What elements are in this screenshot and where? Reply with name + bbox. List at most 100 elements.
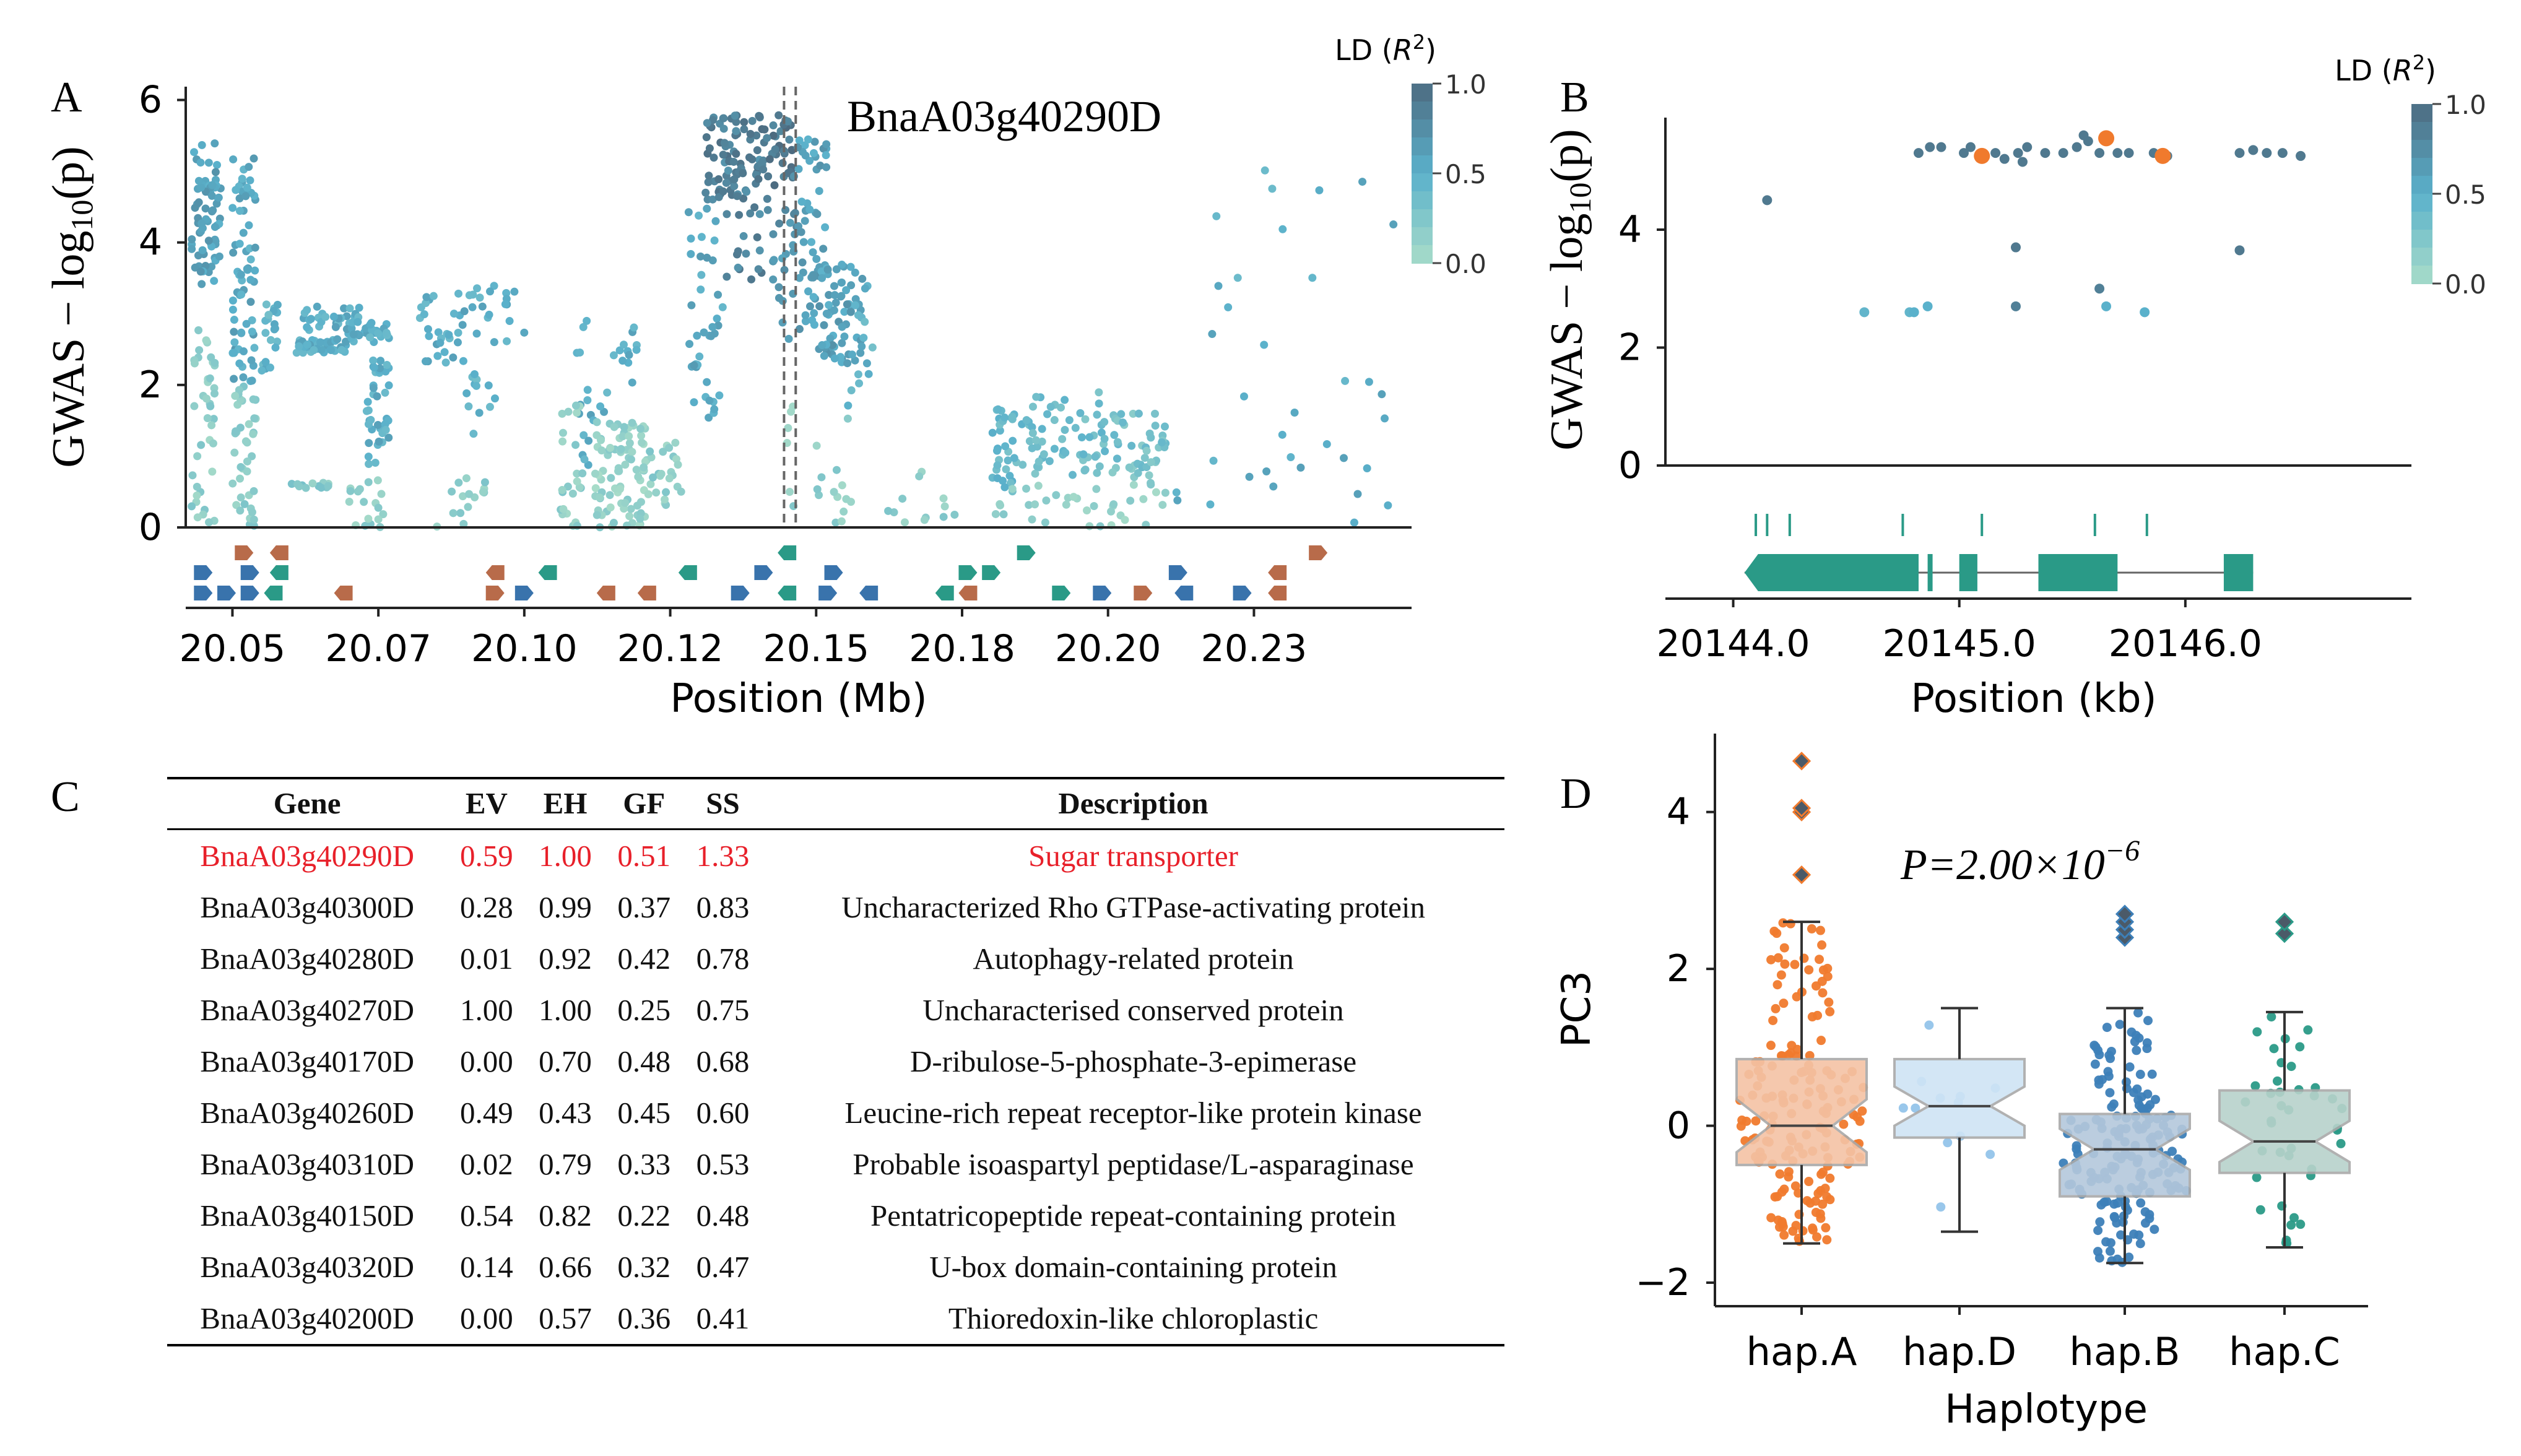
- swarm-point: [1779, 999, 1789, 1008]
- gwas-point: [563, 482, 572, 491]
- gwas-point: [868, 343, 877, 352]
- gwas-point: [193, 492, 201, 500]
- panel-d-y-label: PC3: [1554, 971, 1600, 1047]
- gwas-point: [422, 293, 431, 301]
- panel-a-y-label-sub: 10: [64, 200, 99, 231]
- ld-legend-colorbar-segment: [2411, 158, 2432, 176]
- ld-legend-colorbar-segment: [2411, 194, 2432, 212]
- ld-legend-colorbar-segment: [2411, 230, 2432, 248]
- gwas-point: [797, 197, 806, 206]
- cell-gene: BnaA03g40170D: [200, 1044, 414, 1078]
- gwas-point: [1002, 465, 1010, 474]
- header-ev: EV: [447, 777, 526, 830]
- gwas-point: [583, 396, 592, 405]
- swarm-point: [2094, 1079, 2104, 1089]
- cell-eh: 0.70: [539, 1044, 592, 1078]
- gwas-point: [1209, 456, 1218, 465]
- gwas-point: [383, 360, 391, 369]
- gwas-point: [210, 389, 219, 398]
- gwas-point: [454, 479, 463, 487]
- cell-description: Sugar transporter: [1028, 839, 1238, 873]
- gwas-point: [1909, 307, 1919, 318]
- gwas-point: [1134, 409, 1143, 418]
- gwas-point: [249, 154, 258, 163]
- panel-a-lead-lines: [783, 87, 797, 527]
- gwas-point: [355, 303, 363, 312]
- gwas-point: [640, 463, 648, 472]
- gwas-point: [2094, 148, 2105, 158]
- x-tick-label: 20144.0: [1656, 622, 1810, 665]
- panel-b-chart: 0 2 4 GWAS − log10(p) 20144.0 20145.0 20146.…: [1542, 51, 2486, 722]
- gwas-point: [823, 265, 832, 274]
- gwas-point: [190, 402, 199, 410]
- gwas-point: [1061, 396, 1069, 404]
- gwas-point: [807, 238, 816, 246]
- gwas-point: [1038, 437, 1046, 446]
- exon-block: [2223, 554, 2254, 591]
- gwas-point: [627, 505, 635, 513]
- gwas-point: [840, 332, 849, 341]
- gwas-point: [326, 345, 335, 354]
- y-tick-label: 0: [1618, 444, 1642, 487]
- gwas-point: [243, 467, 251, 476]
- cell-gf: 0.25: [617, 993, 671, 1027]
- gwas-point: [804, 287, 813, 296]
- gwas-point: [2094, 284, 2105, 294]
- swarm-point: [2147, 1069, 2157, 1079]
- gwas-point: [769, 131, 778, 140]
- gene-arrow: [596, 586, 615, 600]
- cell-eh: 0.92: [539, 942, 592, 976]
- gwas-point: [1245, 472, 1254, 481]
- gwas-point: [784, 423, 792, 432]
- ld-legend-title-sup: 2: [2413, 51, 2425, 74]
- cell-ev: 0.49: [459, 1096, 513, 1130]
- ld-legend-title: LD (R2): [1335, 30, 1436, 67]
- gwas-point: [775, 293, 783, 302]
- gwas-point: [715, 391, 724, 400]
- gwas-point: [228, 479, 237, 488]
- gwas-point: [298, 349, 307, 357]
- gwas-point: [1039, 450, 1048, 459]
- swarm-point: [1788, 1226, 1798, 1236]
- gwas-point: [1001, 442, 1010, 451]
- gwas-point: [211, 168, 220, 176]
- gwas-point: [778, 318, 787, 327]
- gwas-point: [1093, 469, 1101, 477]
- gwas-point: [697, 233, 706, 241]
- swarm-point: [1822, 1235, 1832, 1245]
- gwas-point: [636, 425, 645, 433]
- gwas-point: [232, 186, 240, 194]
- gwas-point: [384, 433, 393, 442]
- gwas-point: [459, 492, 467, 501]
- gwas-point: [1296, 463, 1305, 472]
- panel-d-boxplot: −2 0 2 4 hap.A hap.D hap.B hap.C PC3 Haplotype…: [1554, 734, 2368, 1432]
- gwas-point: [1058, 435, 1067, 443]
- gwas-point: [369, 356, 378, 365]
- gwas-point: [1224, 303, 1233, 311]
- gwas-point: [230, 338, 239, 347]
- gwas-point: [579, 431, 588, 440]
- gwas-point: [1922, 301, 1933, 311]
- gene-arrow: [194, 565, 213, 580]
- gwas-point: [210, 358, 219, 367]
- cell-ev: 0.00: [447, 1293, 526, 1346]
- gene-arrow: [1093, 586, 1112, 600]
- gwas-point: [763, 134, 771, 142]
- gwas-point: [795, 136, 804, 145]
- gwas-point: [558, 409, 566, 418]
- gwas-point: [1269, 482, 1278, 491]
- gwas-point: [345, 497, 354, 506]
- gwas-point: [618, 357, 627, 365]
- gene-arrow: [731, 586, 750, 600]
- gwas-point: [784, 117, 792, 126]
- gwas-point: [373, 476, 382, 485]
- gwas-point: [700, 328, 708, 337]
- cell-ss: 0.41: [683, 1293, 763, 1346]
- gwas-point: [625, 439, 634, 448]
- gwas-point: [1173, 496, 1182, 505]
- gwas-point: [831, 298, 840, 307]
- gene-arrow: [1268, 586, 1287, 600]
- gwas-point: [838, 261, 846, 269]
- gwas-point: [204, 236, 213, 245]
- gwas-point: [739, 194, 748, 203]
